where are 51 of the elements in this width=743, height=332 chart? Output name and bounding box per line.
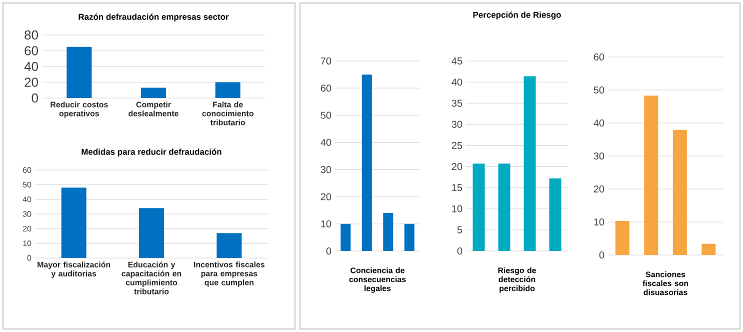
- bar: [615, 221, 630, 255]
- y-tick-label: 0: [326, 247, 332, 255]
- bar: [139, 208, 164, 258]
- y-tick-label: 10: [321, 220, 332, 228]
- bar: [549, 178, 562, 251]
- y-tick-label: 60: [594, 53, 604, 61]
- bar: [472, 164, 485, 251]
- y-tick-label: 20: [594, 185, 604, 193]
- y-tick-label: 60: [320, 84, 332, 92]
- y-tick-label: 15: [452, 184, 462, 192]
- y-tick-label: 5: [457, 226, 462, 234]
- y-tick-label: 45: [452, 58, 462, 64]
- y-tick-label: 60: [24, 46, 38, 56]
- y-tick-label: 40: [452, 78, 462, 86]
- y-tick-label: 20: [320, 193, 332, 200]
- y-tick-label: 30: [452, 120, 462, 128]
- y-tick-label: 40: [594, 119, 604, 127]
- y-tick-label: 30: [320, 166, 332, 174]
- y-tick-label: 50: [320, 112, 332, 119]
- bar: [141, 88, 166, 98]
- y-tick-label: 0: [599, 251, 604, 259]
- bar: [524, 76, 536, 251]
- bar: [340, 224, 351, 251]
- y-tick-label: 25: [452, 142, 462, 149]
- chart-title: Razón defraudación empresas sector: [78, 14, 229, 22]
- bar: [215, 82, 240, 98]
- y-tick-label: 0: [32, 93, 38, 103]
- bar: [672, 130, 687, 255]
- chart-title: Medidas para reducir defraudación: [82, 148, 222, 156]
- y-tick-label: 20: [24, 78, 38, 87]
- y-tick-label: 70: [320, 57, 332, 65]
- y-tick-label: 10: [452, 205, 462, 212]
- y-tick-label: 20: [452, 163, 462, 170]
- bar: [61, 188, 86, 258]
- bar: [404, 224, 414, 251]
- y-tick-label: 40: [320, 138, 332, 146]
- y-tick-label: 35: [452, 100, 462, 107]
- bar: [362, 74, 372, 251]
- bar: [702, 244, 716, 255]
- y-tick-label: 10: [594, 218, 604, 226]
- bar: [216, 233, 242, 258]
- chart-title: Percepción de Riesgo: [473, 11, 561, 20]
- y-tick-label: 40: [24, 62, 38, 72]
- y-tick-label: 80: [24, 30, 38, 40]
- y-tick-label: 0: [457, 247, 462, 255]
- bar: [498, 164, 510, 251]
- bar: [644, 96, 658, 255]
- y-tick-label: 30: [594, 152, 604, 160]
- y-tick-label: 50: [594, 86, 604, 94]
- bar: [383, 213, 394, 251]
- bar: [66, 46, 92, 98]
